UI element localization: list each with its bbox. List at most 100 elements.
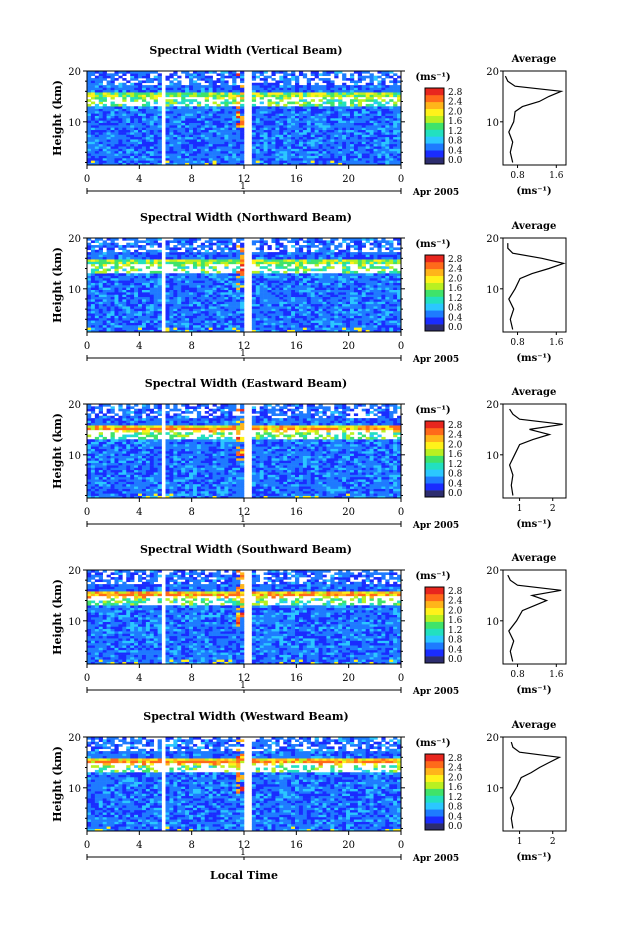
heatmap-cell	[338, 153, 343, 156]
heatmap-cell	[200, 299, 206, 302]
heatmap-cell	[208, 280, 213, 283]
heatmap-cell	[157, 108, 162, 112]
heatmap-cell	[149, 92, 155, 95]
heatmap-cell	[271, 153, 276, 156]
heatmap-cell	[287, 143, 292, 147]
heatmap-cell	[200, 87, 206, 91]
heatmap-cell	[287, 129, 292, 133]
heatmap-cell	[275, 157, 280, 161]
heatmap-cell	[98, 322, 103, 326]
heatmap-cell	[196, 282, 202, 286]
heatmap-cell	[318, 115, 323, 119]
heatmap-cell	[259, 85, 264, 88]
heatmap-cell	[102, 320, 107, 323]
heatmap-cell	[90, 125, 96, 128]
heatmap-cell	[334, 127, 339, 131]
heatmap-cell	[287, 94, 292, 98]
heatmap-cell	[212, 261, 217, 265]
heatmap-cell	[228, 125, 233, 128]
heatmap-cell	[208, 294, 213, 298]
heatmap-cell	[228, 139, 233, 142]
heatmap-cell	[334, 73, 339, 76]
heatmap-cell	[342, 110, 347, 114]
heatmap-cell	[291, 301, 296, 305]
heatmap-cell	[369, 324, 374, 328]
heatmap-cell	[212, 301, 217, 305]
heatmap-cell	[185, 139, 190, 142]
heatmap-cell	[192, 136, 198, 140]
heatmap-cell	[173, 277, 178, 281]
heatmap-cell	[389, 94, 394, 98]
heatmap-cell	[322, 106, 327, 109]
heatmap-cell	[236, 153, 241, 156]
heatmap-cell	[295, 153, 300, 156]
heatmap-cell	[349, 99, 355, 102]
heatmap-cell	[220, 148, 225, 152]
heatmap-cell	[397, 306, 402, 309]
heatmap-cell	[157, 306, 162, 309]
heatmap-cell	[397, 150, 402, 154]
heatmap-cell	[126, 92, 131, 95]
heatmap-cell	[212, 310, 217, 314]
heatmap-cell	[330, 132, 335, 135]
heatmap-cell	[200, 280, 206, 283]
heatmap-cell	[287, 139, 292, 142]
heatmap-cell	[295, 143, 300, 147]
heatmap-cell	[298, 108, 304, 112]
heatmap-cell	[134, 143, 139, 147]
heatmap-cell	[295, 292, 300, 295]
heatmap-cell	[342, 317, 347, 321]
heatmap-cell	[275, 327, 280, 330]
heatmap-cell	[177, 155, 182, 159]
heatmap-cell	[94, 292, 100, 295]
heatmap-cell	[228, 282, 233, 286]
heatmap-cell	[224, 322, 229, 326]
heatmap-cell	[224, 160, 229, 163]
heatmap-cell	[349, 160, 355, 163]
heatmap-cell	[126, 285, 131, 288]
heatmap-cell	[189, 143, 194, 147]
heatmap-cell	[106, 157, 111, 161]
heatmap-cell	[283, 160, 288, 163]
heatmap-cell	[310, 329, 315, 333]
heatmap-cell	[181, 320, 186, 323]
heatmap-cell	[306, 287, 312, 290]
heatmap-cell	[212, 146, 217, 149]
heatmap-cell	[275, 275, 280, 279]
heatmap-cell	[196, 127, 202, 131]
heatmap-cell	[283, 103, 288, 107]
heatmap-cell	[259, 92, 264, 95]
heatmap-cell	[271, 327, 276, 330]
heatmap-cell	[141, 143, 147, 147]
heatmap-cell	[228, 315, 233, 319]
heatmap-cell	[279, 108, 284, 112]
heatmap-cell	[330, 106, 335, 109]
heatmap-cell	[228, 289, 233, 293]
heatmap-cell	[361, 292, 366, 295]
heatmap-cell	[110, 313, 115, 316]
heatmap-cell	[177, 273, 182, 276]
heatmap-cell	[338, 329, 343, 333]
heatmap-cell	[153, 139, 158, 142]
heatmap-cell	[220, 160, 225, 163]
heatmap-cell	[330, 327, 335, 330]
heatmap-cell	[118, 157, 123, 161]
heatmap-cell	[189, 282, 194, 286]
heatmap-cell	[102, 275, 107, 279]
heatmap-cell	[314, 115, 319, 119]
heatmap-cell	[397, 275, 402, 279]
heatmap-cell	[385, 129, 390, 133]
heatmap-cell	[153, 277, 158, 281]
heatmap-cell	[377, 292, 382, 295]
heatmap-cell	[216, 146, 221, 149]
heatmap-cell	[275, 329, 280, 333]
heatmap-cell	[181, 308, 186, 312]
heatmap-cell	[302, 327, 308, 330]
heatmap-cell	[389, 329, 394, 333]
heatmap-cell	[200, 322, 206, 326]
heatmap-cell	[220, 120, 225, 123]
heatmap-cell	[389, 139, 394, 142]
heatmap-cell	[181, 148, 186, 152]
heatmap-cell	[365, 306, 370, 309]
heatmap-cell	[216, 127, 221, 131]
